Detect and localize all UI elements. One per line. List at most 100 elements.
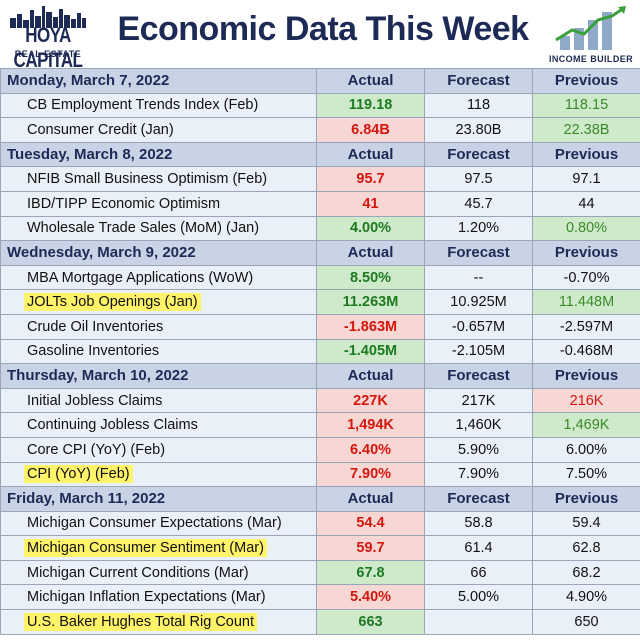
indicator-label: CB Employment Trends Index (Feb)	[27, 97, 259, 114]
indicator-label: Consumer Credit (Jan)	[27, 121, 174, 138]
table-row: JOLTs Job Openings (Jan) 11.263M 10.925M 11…	[0, 289, 640, 315]
previous-value: 118.15	[532, 92, 640, 119]
actual-value: 67.8	[316, 559, 425, 586]
previous-value: 44	[532, 190, 640, 217]
day-header-row: Friday, March 11, 2022 Actual Forecast Prev…	[0, 486, 640, 512]
table-row: Gasoline Inventories -1.405M -2.105M -0.468…	[0, 338, 640, 365]
previous-value: -0.70%	[532, 264, 640, 291]
forecast-column-header: Forecast	[424, 486, 533, 512]
table-row: CPI (YoY) (Feb) 7.90% 7.90% 7.50%	[0, 461, 640, 488]
indicator-label: Michigan Consumer Sentiment (Mar)	[24, 539, 267, 558]
table-row: U.S. Baker Hughes Total Rig Count 663 650	[0, 609, 640, 635]
forecast-column-header: Forecast	[424, 141, 533, 168]
table-row: Michigan Consumer Sentiment (Mar) 59.7 61.…	[0, 535, 640, 561]
forecast-value: 45.7	[424, 190, 533, 217]
forecast-value: 23.80B	[424, 117, 533, 143]
previous-value: 97.1	[532, 166, 640, 192]
indicator-label: Core CPI (YoY) (Feb)	[27, 441, 166, 458]
actual-value: 95.7	[316, 166, 425, 192]
table-row: Wholesale Trade Sales (MoM) (Jan) 4.00% 1.…	[0, 215, 640, 242]
forecast-value: 5.90%	[424, 436, 533, 463]
indicator-name: MBA Mortgage Applications (WoW)	[0, 264, 317, 291]
table-row: NFIB Small Business Optimism (Feb) 95.7 97…	[0, 166, 640, 192]
indicator-label: Gasoline Inventories	[27, 343, 160, 360]
previous-value: 62.8	[532, 535, 640, 561]
header: HOYA CAPITAL REAL ESTATE Economic Data T…	[0, 0, 640, 72]
indicator-name: U.S. Baker Hughes Total Rig Count	[0, 609, 317, 635]
indicator-name: Gasoline Inventories	[0, 338, 317, 365]
table-row: Crude Oil Inventories -1.863M -0.657M -2.59…	[0, 313, 640, 340]
income-builder-label: INCOME BUILDER	[548, 54, 634, 64]
brand-name: HOYA CAPITAL	[13, 23, 83, 72]
growth-bars-icon	[555, 6, 626, 50]
day-header-row: Wednesday, March 9, 2022 Actual Forecast Pr…	[0, 240, 640, 266]
previous-value: 4.90%	[532, 584, 640, 611]
actual-value: 663	[316, 609, 425, 635]
indicator-label: Michigan Current Conditions (Mar)	[27, 564, 249, 581]
income-builder-logo: INCOME BUILDER	[546, 4, 636, 66]
previous-value: 650	[532, 609, 640, 635]
actual-column-header: Actual	[316, 68, 425, 94]
day-header-row: Tuesday, March 8, 2022 Actual Forecast Prev…	[0, 141, 640, 168]
table-row: Michigan Consumer Expectations (Mar) 54.4…	[0, 510, 640, 537]
actual-value: -1.863M	[316, 313, 425, 340]
actual-value: 6.84B	[316, 117, 425, 143]
actual-value: 54.4	[316, 510, 425, 537]
forecast-column-header: Forecast	[424, 68, 533, 94]
actual-value: 227K	[316, 387, 425, 414]
previous-value: 7.50%	[532, 461, 640, 488]
previous-value: 59.4	[532, 510, 640, 537]
indicator-name: Wholesale Trade Sales (MoM) (Jan)	[0, 215, 317, 242]
day-label: Thursday, March 10, 2022	[0, 363, 317, 389]
actual-value: 59.7	[316, 535, 425, 561]
actual-value: 7.90%	[316, 461, 425, 488]
indicator-label: JOLTs Job Openings (Jan)	[24, 293, 201, 312]
previous-value: 216K	[532, 387, 640, 414]
indicator-name: Crude Oil Inventories	[0, 313, 317, 340]
table-row: Core CPI (YoY) (Feb) 6.40% 5.90% 6.00%	[0, 436, 640, 463]
indicator-name: Michigan Consumer Expectations (Mar)	[0, 510, 317, 537]
forecast-value: 217K	[424, 387, 533, 414]
economic-data-table: Monday, March 7, 2022 Actual Forecast Previ…	[0, 68, 640, 635]
indicator-label: Michigan Inflation Expectations (Mar)	[27, 589, 266, 606]
indicator-label: Wholesale Trade Sales (MoM) (Jan)	[27, 220, 260, 237]
hoya-capital-logo: HOYA CAPITAL REAL ESTATE	[6, 4, 90, 72]
day-label: Monday, March 7, 2022	[0, 68, 317, 94]
day-label: Friday, March 11, 2022	[0, 486, 317, 512]
previous-value: 6.00%	[532, 436, 640, 463]
indicator-name: CB Employment Trends Index (Feb)	[0, 92, 317, 119]
actual-column-header: Actual	[316, 141, 425, 168]
previous-value: 68.2	[532, 559, 640, 586]
forecast-value: -0.657M	[424, 313, 533, 340]
previous-column-header: Previous	[532, 240, 640, 266]
forecast-value: 1,460K	[424, 412, 533, 438]
forecast-value: 66	[424, 559, 533, 586]
indicator-name: Initial Jobless Claims	[0, 387, 317, 414]
actual-value: 6.40%	[316, 436, 425, 463]
indicator-name: Continuing Jobless Claims	[0, 412, 317, 438]
forecast-value: -2.105M	[424, 338, 533, 365]
indicator-name: Michigan Consumer Sentiment (Mar)	[0, 535, 317, 561]
forecast-value: 61.4	[424, 535, 533, 561]
forecast-value: 5.00%	[424, 584, 533, 611]
actual-column-header: Actual	[316, 486, 425, 512]
actual-column-header: Actual	[316, 363, 425, 389]
forecast-column-header: Forecast	[424, 240, 533, 266]
indicator-label: Michigan Consumer Expectations (Mar)	[27, 515, 282, 532]
day-label: Wednesday, March 9, 2022	[0, 240, 317, 266]
previous-column-header: Previous	[532, 363, 640, 389]
indicator-name: Michigan Current Conditions (Mar)	[0, 559, 317, 586]
table-row: Michigan Inflation Expectations (Mar) 5.4…	[0, 584, 640, 611]
indicator-label: CPI (YoY) (Feb)	[24, 465, 133, 484]
forecast-value: --	[424, 264, 533, 291]
page-title: Economic Data This Week	[117, 10, 529, 48]
table-row: Continuing Jobless Claims 1,494K 1,460K 1,4…	[0, 412, 640, 438]
indicator-name: Consumer Credit (Jan)	[0, 117, 317, 143]
forecast-value: 97.5	[424, 166, 533, 192]
table-row: MBA Mortgage Applications (WoW) 8.50% -- -0…	[0, 264, 640, 291]
brand-subtitle: REAL ESTATE	[14, 49, 82, 59]
indicator-label: Crude Oil Inventories	[27, 318, 164, 335]
indicator-name: IBD/TIPP Economic Optimism	[0, 190, 317, 217]
previous-column-header: Previous	[532, 141, 640, 168]
actual-value: 8.50%	[316, 264, 425, 291]
